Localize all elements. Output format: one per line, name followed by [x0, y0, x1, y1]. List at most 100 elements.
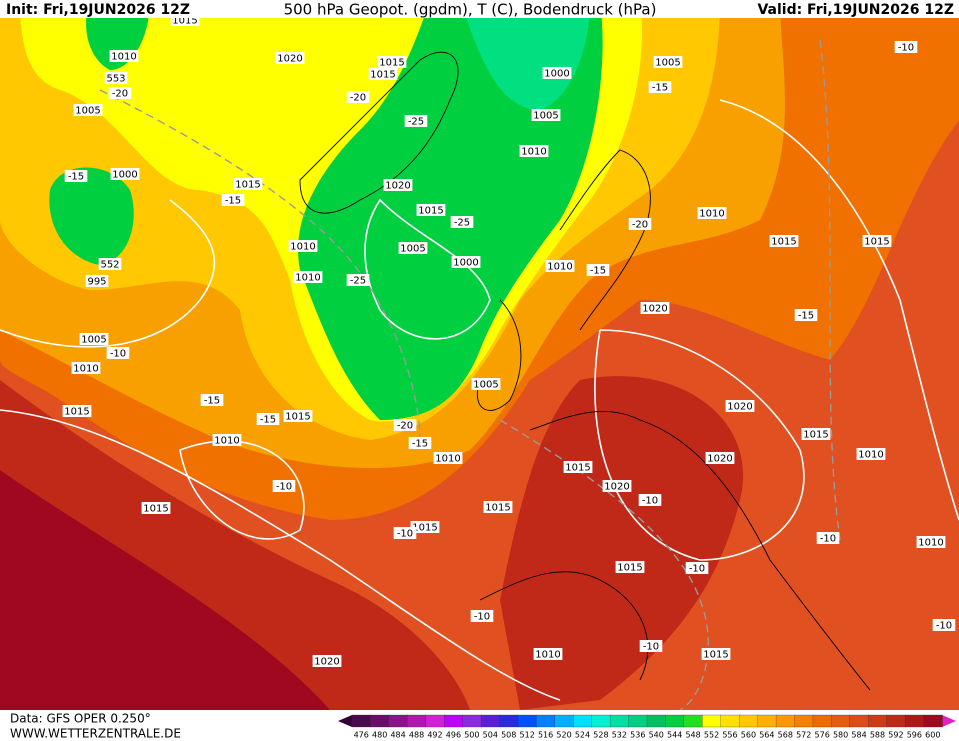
colorbar-cell [573, 714, 593, 728]
colorbar-cell [554, 714, 574, 728]
colorbar-label: 476 [354, 731, 369, 740]
map-label: 1020 [642, 304, 667, 315]
colorbar-cell [665, 714, 685, 728]
map-label: 1010 [290, 242, 315, 253]
colorbar-label: 488 [409, 731, 424, 740]
colorbar-label: 500 [464, 731, 479, 740]
colorbar-cell [444, 714, 464, 728]
valid-time: Valid: Fri,19JUN2026 12Z [757, 2, 954, 18]
map-label: -10 [642, 496, 658, 507]
map-title: 500 hPa Geopot. (gpdm), T (C), Bodendruc… [284, 1, 657, 19]
map-label: 1015 [703, 650, 728, 661]
map-label: 1020 [385, 181, 410, 192]
map-label: 1015 [370, 70, 395, 81]
label-box [519, 145, 549, 157]
map-label: -20 [397, 421, 413, 432]
colorbar-cell [775, 714, 796, 728]
colorbar-label: 580 [833, 731, 848, 740]
label-box [293, 271, 323, 283]
isobar [594, 329, 805, 561]
map-label: -25 [350, 276, 366, 287]
map-label: 1010 [111, 52, 136, 63]
isobar [0, 199, 216, 348]
label-box [398, 242, 428, 254]
label-box [346, 91, 370, 103]
colorbar-arrow [338, 715, 352, 727]
map-label: 995 [87, 277, 106, 288]
label-box [794, 309, 818, 321]
label-box [62, 405, 92, 417]
website: WWW.WETTERZENTRALE.DE [10, 727, 181, 741]
colorbar-cell [351, 714, 372, 728]
map-label: -20 [350, 93, 366, 104]
label-box [104, 72, 128, 84]
colorbar-cell [794, 714, 814, 728]
label-box [393, 527, 417, 539]
colorbar-label: 516 [538, 731, 553, 740]
colorbar-cell [480, 714, 501, 728]
isotherm [99, 89, 421, 441]
map-label: 1015 [803, 430, 828, 441]
warm-region [500, 376, 744, 710]
map-label: 1015 [864, 237, 889, 248]
colorbar-label: 592 [888, 731, 903, 740]
map-label: 1015 [418, 206, 443, 217]
map-label: 1015 [771, 237, 796, 248]
colorbar-label: 528 [593, 731, 608, 740]
map-label: 1015 [143, 504, 168, 515]
colorbar-label: 584 [851, 731, 866, 740]
colorbar-label: 572 [796, 731, 811, 740]
map-label: -15 [68, 172, 84, 183]
label-box [71, 362, 101, 374]
map-label: 1010 [699, 209, 724, 220]
colorbar-label: 504 [483, 731, 498, 740]
colorbar-label: 560 [741, 731, 756, 740]
colorbar-label: 496 [446, 731, 461, 740]
label-box [108, 87, 132, 99]
label-box [410, 521, 440, 533]
map-label: 1015 [485, 503, 510, 514]
label-box [110, 168, 140, 180]
map-label: 1005 [75, 106, 100, 117]
isobar [719, 99, 959, 521]
isobar [0, 409, 561, 701]
map-label: 1015 [172, 16, 197, 27]
warm-region [0, 470, 330, 710]
label-box [383, 179, 413, 191]
map-label: 1015 [379, 58, 404, 69]
colorbar-cell [628, 714, 648, 728]
map-label: 1010 [918, 538, 943, 549]
label-box [141, 502, 171, 514]
label-box [638, 494, 662, 506]
map-label: 1010 [547, 262, 572, 273]
label-box [404, 115, 428, 127]
label-box [106, 347, 130, 359]
map-label: 1015 [64, 407, 89, 418]
label-box [377, 56, 407, 68]
label-box [769, 235, 799, 247]
coastline [529, 411, 871, 691]
colorbar-cell [499, 714, 519, 728]
label-box [856, 448, 886, 460]
label-box [615, 561, 645, 573]
label-box [272, 480, 296, 492]
label-box [416, 204, 446, 216]
colorbar-cell [591, 714, 611, 728]
label-box [64, 170, 88, 182]
colorbar-label: 484 [390, 731, 405, 740]
init-time: Init: Fri,19JUN2026 12Z [6, 2, 190, 18]
map-label: 1010 [295, 273, 320, 284]
map-label: 1015 [235, 180, 260, 191]
label-box [109, 50, 139, 62]
map-label: 1010 [521, 147, 546, 158]
label-box [312, 655, 342, 667]
colorbar-cell [720, 714, 740, 728]
label-box [73, 104, 103, 116]
label-box [602, 480, 632, 492]
label-box [862, 235, 892, 247]
map-label: 1015 [565, 463, 590, 474]
map-label: -15 [204, 396, 220, 407]
map-label: -10 [898, 43, 914, 54]
